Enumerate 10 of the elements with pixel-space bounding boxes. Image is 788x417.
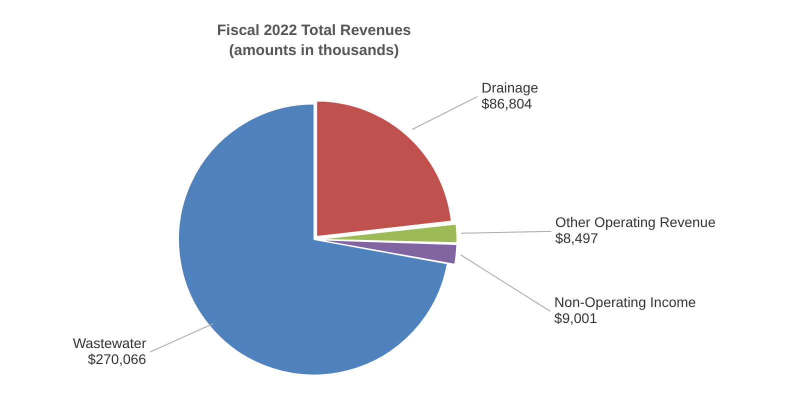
- data-label: $86,804: [481, 95, 532, 112]
- chart-title: Fiscal 2022 Total Revenues: [217, 22, 411, 40]
- chart-subtitle: (amounts in thousands): [229, 42, 399, 60]
- data-label: $270,066: [88, 350, 146, 367]
- slice-label: Drainage: [481, 79, 538, 96]
- slice-label: Wastewater: [72, 334, 147, 351]
- data-label: $8,497: [555, 230, 598, 246]
- slice-label: Non-Operating Income: [554, 294, 696, 310]
- slice-label: Other Operating Revenue: [555, 214, 716, 230]
- data-label: $9,001: [554, 310, 598, 326]
